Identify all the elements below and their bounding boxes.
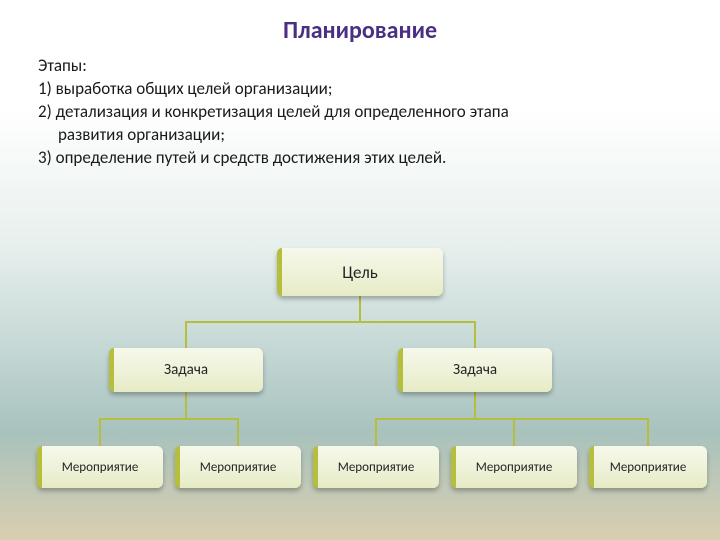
node-root: Цель <box>277 248 443 296</box>
node-label: Задача <box>164 361 208 379</box>
node-accent <box>589 446 594 488</box>
node-ev5: Мероприятие <box>589 446 707 488</box>
node-accent <box>398 348 403 392</box>
stage-1: 1) выработка общих целей организации; <box>38 78 682 99</box>
node-accent <box>175 446 180 488</box>
node-ev1: Мероприятие <box>37 446 163 488</box>
slide-body: Этапы: 1) выработка общих целей организа… <box>0 45 720 168</box>
node-label: Мероприятие <box>610 460 687 475</box>
node-label: Мероприятие <box>62 460 139 475</box>
connector <box>186 392 238 446</box>
stage-2-line1: 2) детализация и конкретизация целей для… <box>38 101 682 122</box>
node-label: Мероприятие <box>476 460 553 475</box>
slide-title: Планирование <box>0 0 720 45</box>
node-label: Мероприятие <box>338 460 415 475</box>
node-label: Задача <box>453 361 497 379</box>
connector <box>100 392 186 446</box>
stages-label: Этапы: <box>38 55 682 76</box>
node-ev2: Мероприятие <box>175 446 301 488</box>
connector <box>475 392 514 446</box>
node-accent <box>313 446 318 488</box>
stage-2-line2: развития организации; <box>38 124 682 145</box>
hierarchy-chart: Цель Задача Задача Мероприятие Мероприятие Ме… <box>0 248 720 528</box>
node-task1: Задача <box>109 348 263 392</box>
node-accent <box>277 248 282 296</box>
connector <box>475 392 648 446</box>
connector <box>360 296 475 348</box>
node-accent <box>109 348 114 392</box>
connector <box>186 296 360 348</box>
stage-3: 3) определение путей и средств достижени… <box>38 147 682 168</box>
node-label: Мероприятие <box>200 460 277 475</box>
node-accent <box>37 446 42 488</box>
node-ev4: Мероприятие <box>451 446 577 488</box>
connector <box>376 392 475 446</box>
node-label: Цель <box>342 262 378 283</box>
node-task2: Задача <box>398 348 552 392</box>
node-ev3: Мероприятие <box>313 446 439 488</box>
node-accent <box>451 446 456 488</box>
